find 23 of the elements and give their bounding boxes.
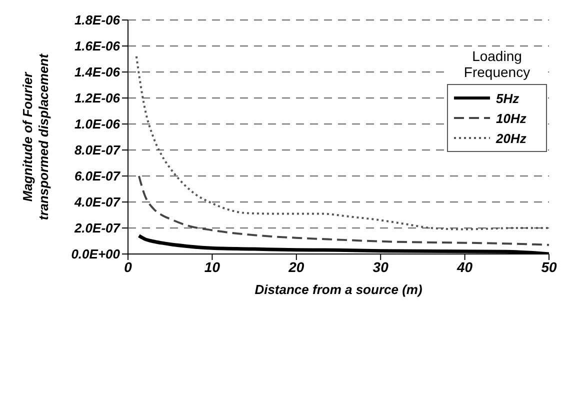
x-tick-label: 10 <box>204 258 220 275</box>
line-series <box>138 175 549 246</box>
y-tick-label: 1.8E-06 <box>74 12 121 28</box>
y-tick-label: 0.0E+00 <box>71 246 121 262</box>
x-tick-label: 40 <box>456 258 473 275</box>
y-tick-label: 2.0E-07 <box>73 220 121 236</box>
y-tick-label: 4.0E-07 <box>73 194 121 210</box>
x-tick-label: 0 <box>124 258 132 275</box>
x-tick-label: 30 <box>372 258 389 275</box>
y-tick-label: 8.0E-07 <box>74 142 121 158</box>
y-tick-label: 1.0E-06 <box>74 116 121 132</box>
legend-title: Loading Frequency <box>462 48 532 80</box>
y-tick-label: 6.0E-07 <box>74 168 121 184</box>
y-tick-label: 1.4E-06 <box>74 64 121 80</box>
legend-label: 10Hz <box>496 110 526 126</box>
y-tick-label: 1.2E-06 <box>74 90 121 106</box>
x-tick-label: 20 <box>288 258 304 275</box>
y-tick-label: 1.6E-06 <box>74 38 121 54</box>
x-tick-label: 50 <box>541 258 557 275</box>
y-axis-title: Magnitude of Fourier transpormed displacement <box>20 53 51 220</box>
legend-label: 5Hz <box>496 90 520 106</box>
legend-label: 20Hz <box>496 130 526 146</box>
x-axis-title: Distance from a source (m) <box>254 282 422 297</box>
